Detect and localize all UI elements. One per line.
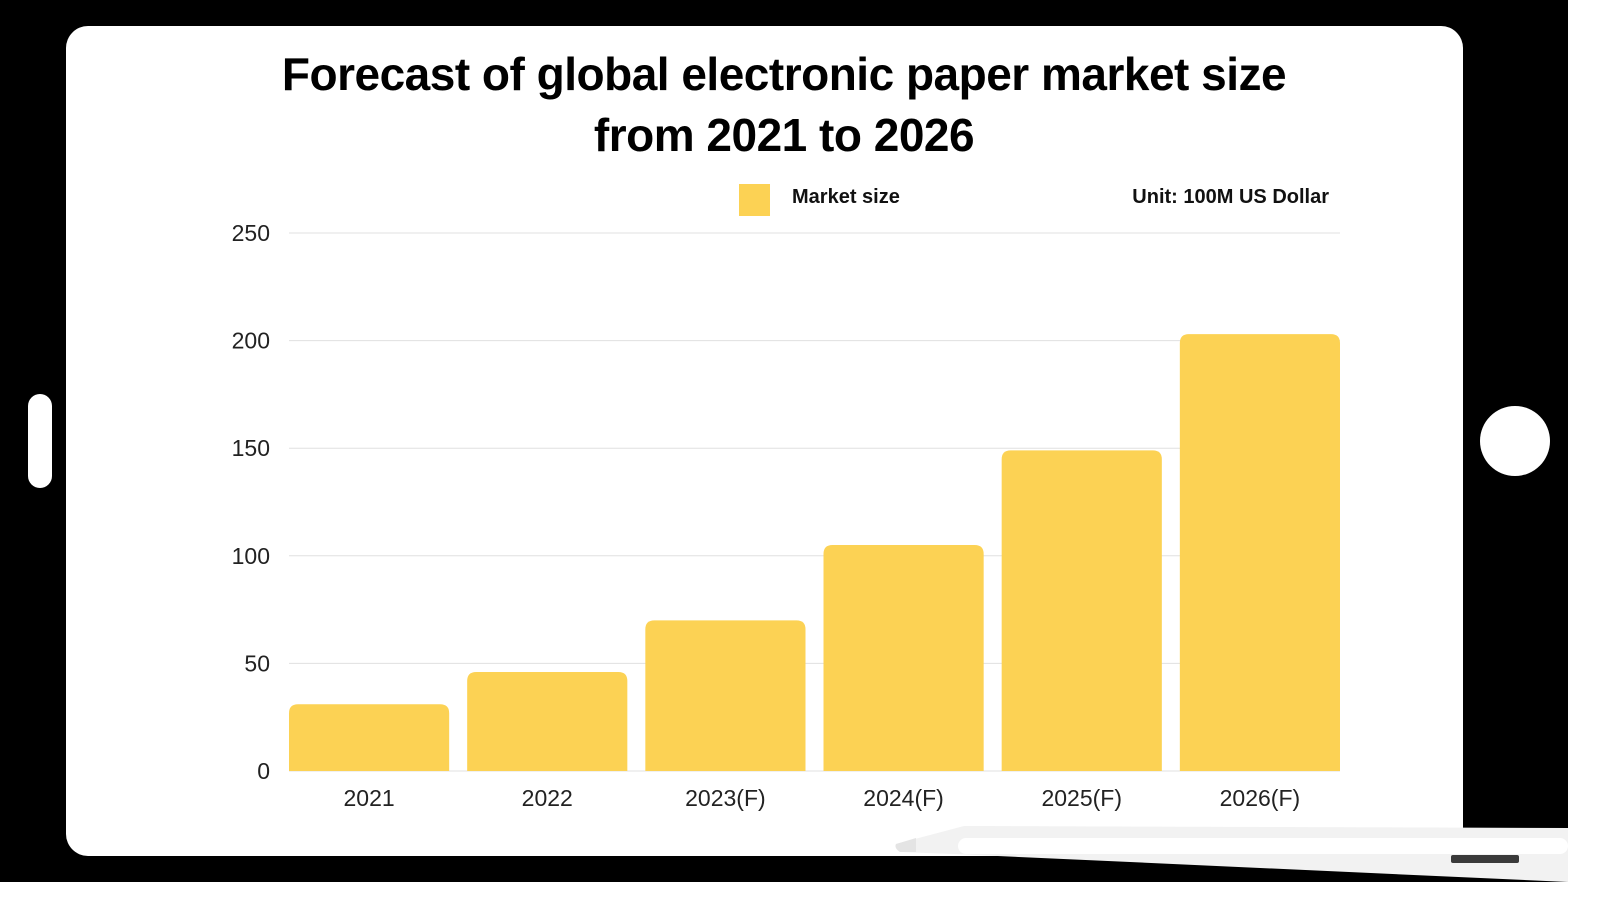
legend-swatch-market-size — [739, 184, 770, 216]
legend-label-market-size: Market size — [792, 186, 900, 208]
y-tick-label: 0 — [257, 758, 270, 784]
y-tick-label: 150 — [232, 435, 270, 461]
x-axis-ticks: 2021 2022 2023(F) 2024(F) 2025(F) 2026(F) — [343, 785, 1300, 811]
y-tick-label: 100 — [232, 543, 270, 569]
x-tick-label: 2025(F) — [1041, 785, 1122, 811]
bar-2021 — [289, 704, 450, 771]
chart-title-line-1: Forecast of global electronic paper mark… — [281, 48, 1287, 100]
chart-title: Forecast of global electronic paper mark… — [0, 44, 1568, 166]
bar-2023f — [645, 620, 806, 771]
x-tick-label: 2024(F) — [863, 785, 944, 811]
stylus-pencil — [895, 826, 1568, 882]
bar-2022 — [467, 672, 628, 771]
bars — [289, 334, 1340, 771]
tablet-home-button — [1480, 406, 1550, 476]
bar-2025f — [1001, 450, 1162, 771]
bar-2024f — [823, 545, 984, 771]
x-tick-label: 2026(F) — [1220, 785, 1301, 811]
x-tick-label: 2023(F) — [685, 785, 766, 811]
x-tick-label: 2022 — [522, 785, 573, 811]
bar-2026f — [1179, 334, 1340, 771]
y-axis-ticks: 0 50 100 150 200 250 — [232, 220, 270, 784]
tablet-side-button — [28, 394, 52, 488]
y-tick-label: 200 — [232, 328, 270, 354]
y-tick-label: 50 — [244, 650, 270, 676]
x-tick-label: 2021 — [343, 785, 394, 811]
unit-label: Unit: 100M US Dollar — [1132, 186, 1329, 208]
stylus-band — [1451, 855, 1519, 863]
chart-title-line-2: from 2021 to 2026 — [593, 109, 975, 161]
y-tick-label: 250 — [232, 220, 270, 246]
grid-lines — [289, 232, 1340, 772]
